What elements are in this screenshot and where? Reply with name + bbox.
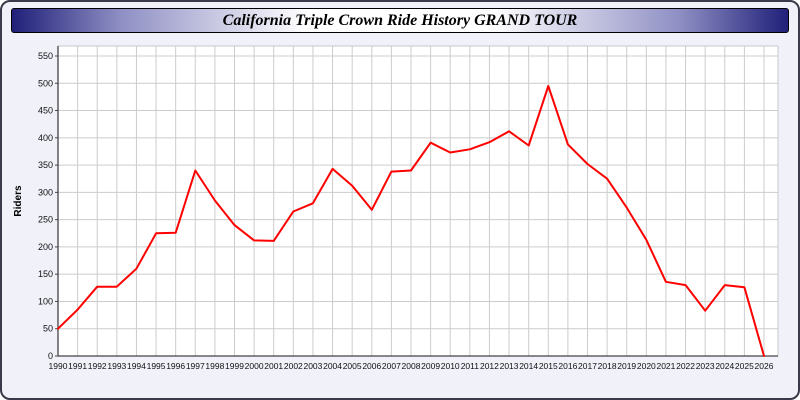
svg-text:1990: 1990 bbox=[49, 361, 68, 371]
chart-title-bar: California Triple Crown Ride History GRA… bbox=[11, 8, 789, 33]
svg-text:2018: 2018 bbox=[598, 361, 617, 371]
svg-text:2006: 2006 bbox=[362, 361, 381, 371]
chart-title: California Triple Crown Ride History GRA… bbox=[222, 11, 578, 29]
svg-text:2007: 2007 bbox=[382, 361, 401, 371]
svg-text:1996: 1996 bbox=[166, 361, 185, 371]
svg-text:350: 350 bbox=[38, 160, 53, 170]
svg-text:2014: 2014 bbox=[519, 361, 538, 371]
svg-text:2003: 2003 bbox=[303, 361, 322, 371]
svg-text:450: 450 bbox=[38, 106, 53, 116]
svg-text:1994: 1994 bbox=[127, 361, 146, 371]
svg-text:2012: 2012 bbox=[480, 361, 499, 371]
svg-text:1995: 1995 bbox=[147, 361, 166, 371]
svg-text:50: 50 bbox=[43, 324, 53, 334]
svg-text:300: 300 bbox=[38, 187, 53, 197]
svg-text:2011: 2011 bbox=[461, 361, 480, 371]
y-axis-title: Riders bbox=[13, 185, 24, 217]
riders-line bbox=[57, 85, 765, 357]
svg-text:0: 0 bbox=[48, 351, 53, 361]
svg-text:2010: 2010 bbox=[441, 361, 460, 371]
plot-background bbox=[57, 45, 779, 357]
svg-text:2022: 2022 bbox=[676, 361, 695, 371]
y-axis-labels: 0 50 100 150 200 250 300 350 400 450 500 550 bbox=[38, 51, 58, 361]
svg-text:1999: 1999 bbox=[225, 361, 244, 371]
svg-text:150: 150 bbox=[38, 269, 53, 279]
svg-text:2000: 2000 bbox=[245, 361, 264, 371]
svg-text:2002: 2002 bbox=[284, 361, 303, 371]
svg-text:100: 100 bbox=[38, 296, 53, 306]
svg-text:2017: 2017 bbox=[578, 361, 597, 371]
svg-text:2009: 2009 bbox=[421, 361, 440, 371]
x-axis-labels: 1990 1991 1992 1993 1994 1995 1996 1997 1998 1999… bbox=[49, 361, 774, 371]
svg-text:500: 500 bbox=[38, 78, 53, 88]
svg-text:400: 400 bbox=[38, 133, 53, 143]
svg-text:550: 550 bbox=[38, 51, 53, 61]
chart-area: 0 50 100 150 200 250 300 350 400 450 500 550 1990 199… bbox=[8, 38, 796, 394]
svg-text:2023: 2023 bbox=[696, 361, 715, 371]
svg-text:2008: 2008 bbox=[402, 361, 421, 371]
svg-text:2026: 2026 bbox=[755, 361, 774, 371]
svg-text:2016: 2016 bbox=[558, 361, 577, 371]
svg-text:2025: 2025 bbox=[735, 361, 754, 371]
svg-text:2019: 2019 bbox=[617, 361, 636, 371]
svg-text:200: 200 bbox=[38, 242, 53, 252]
svg-text:2024: 2024 bbox=[715, 361, 734, 371]
svg-text:2015: 2015 bbox=[539, 361, 558, 371]
svg-text:1992: 1992 bbox=[88, 361, 107, 371]
svg-text:1991: 1991 bbox=[68, 361, 87, 371]
svg-text:2001: 2001 bbox=[264, 361, 283, 371]
svg-text:250: 250 bbox=[38, 215, 53, 225]
axes bbox=[57, 46, 778, 357]
svg-text:2020: 2020 bbox=[637, 361, 656, 371]
svg-text:2013: 2013 bbox=[500, 361, 519, 371]
svg-text:2004: 2004 bbox=[323, 361, 342, 371]
svg-text:1997: 1997 bbox=[186, 361, 205, 371]
svg-text:2021: 2021 bbox=[656, 361, 675, 371]
svg-text:1998: 1998 bbox=[205, 361, 224, 371]
gridlines bbox=[58, 46, 778, 356]
svg-text:2005: 2005 bbox=[343, 361, 362, 371]
svg-text:1993: 1993 bbox=[107, 361, 126, 371]
